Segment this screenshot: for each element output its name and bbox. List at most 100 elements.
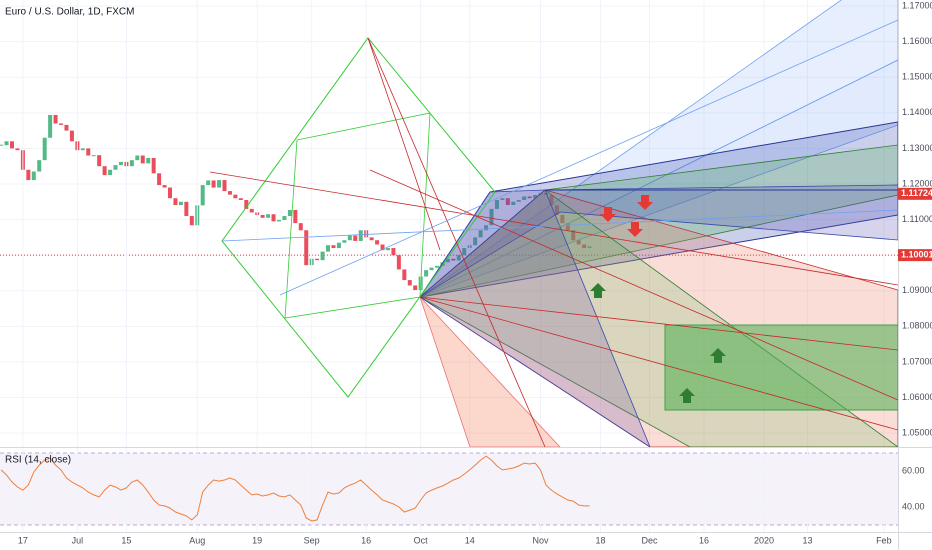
candle [282, 216, 287, 220]
y-tick-label: 1.07000 [902, 356, 932, 366]
candle [304, 230, 309, 266]
fan-line [419, 296, 898, 351]
x-tick-label: 19 [252, 535, 262, 545]
candle [326, 245, 331, 252]
fan-line [279, 19, 898, 296]
candle [407, 280, 412, 286]
x-tick-label: 13 [803, 535, 813, 545]
candle [571, 230, 576, 241]
candle [413, 285, 418, 291]
y-tick-label: 1.17000 [902, 0, 932, 10]
y-tick-label: 1.12000 [902, 178, 932, 188]
price-marker [898, 249, 932, 262]
candle [402, 269, 407, 281]
sell-arrow [637, 195, 653, 210]
x-tick-label: 15 [121, 535, 131, 545]
candle [200, 185, 205, 206]
candle [331, 245, 336, 249]
x-tick-label: Aug [189, 535, 205, 545]
x-tick-label: 2020 [754, 535, 774, 545]
candle [26, 169, 31, 181]
y-tick-label: 1.14000 [902, 107, 932, 117]
rhombus [221, 37, 496, 398]
candle [293, 209, 298, 224]
candle [527, 196, 532, 199]
candle [505, 198, 510, 205]
y-tick-label: 40.00 [902, 501, 925, 511]
candle [238, 198, 243, 201]
candle [375, 240, 380, 245]
candle [396, 255, 401, 270]
candle [424, 270, 429, 277]
candle [271, 214, 276, 222]
candle [587, 246, 592, 249]
x-tick-label: 16 [699, 535, 709, 545]
candle [298, 223, 303, 231]
fan-line [221, 209, 898, 242]
candle [287, 209, 292, 217]
candle [473, 237, 478, 246]
fan-line [369, 169, 898, 401]
candle [53, 114, 58, 124]
candle [64, 124, 69, 131]
candle [260, 214, 265, 218]
candle [4, 141, 9, 146]
candle [484, 225, 489, 231]
candle [456, 255, 461, 261]
y-tick-label: 1.05000 [902, 427, 932, 437]
candle [217, 180, 222, 188]
y-tick-label: 1.11000 [902, 214, 932, 224]
candle [69, 130, 74, 142]
candle [48, 114, 53, 138]
candle [80, 148, 85, 151]
pitchfork [419, 184, 898, 298]
candle [489, 208, 494, 226]
candle [543, 192, 548, 196]
pitchfork [419, 189, 651, 447]
candle [500, 198, 505, 201]
y-tick-label: 1.16000 [902, 36, 932, 46]
y-tick-label: 1.15000 [902, 72, 932, 82]
candle [211, 180, 216, 188]
candle [358, 230, 363, 241]
candle [108, 169, 113, 176]
candle [227, 191, 232, 195]
fan-line [419, 296, 898, 431]
fan-line [209, 171, 898, 286]
y-tick-label: 1.06000 [902, 392, 932, 402]
price-marker-label: 1.10001 [901, 250, 932, 260]
candle [249, 208, 254, 213]
candle [451, 258, 456, 261]
rsi-line [0, 455, 590, 522]
candle [353, 235, 358, 241]
candle [582, 244, 587, 249]
fan-line [367, 37, 546, 447]
candle [320, 251, 325, 261]
candle [342, 240, 347, 243]
candle [522, 196, 527, 201]
x-tick-label: 17 [18, 535, 28, 545]
candle [222, 180, 227, 192]
y-tick-label: 1.13000 [902, 143, 932, 153]
candle [560, 214, 565, 224]
target-box [664, 324, 898, 411]
candle [42, 137, 47, 161]
fan [419, 59, 898, 298]
buy-arrow [590, 283, 606, 298]
label-layer: Euro / U.S. Dollar, 1D, FXCM 1.17000 1.160… [5, 0, 932, 545]
candle [102, 166, 107, 176]
candle [173, 198, 178, 205]
y-tick-label: 1.08000 [902, 321, 932, 331]
candle [184, 201, 189, 217]
candle [435, 265, 440, 268]
rsi-band [0, 453, 898, 525]
candle [369, 237, 374, 241]
candle [157, 173, 162, 186]
candle [385, 248, 390, 251]
candle [347, 235, 352, 241]
buy-arrow [679, 388, 695, 403]
candle [244, 200, 249, 209]
candle [97, 155, 102, 167]
candle [31, 171, 36, 181]
